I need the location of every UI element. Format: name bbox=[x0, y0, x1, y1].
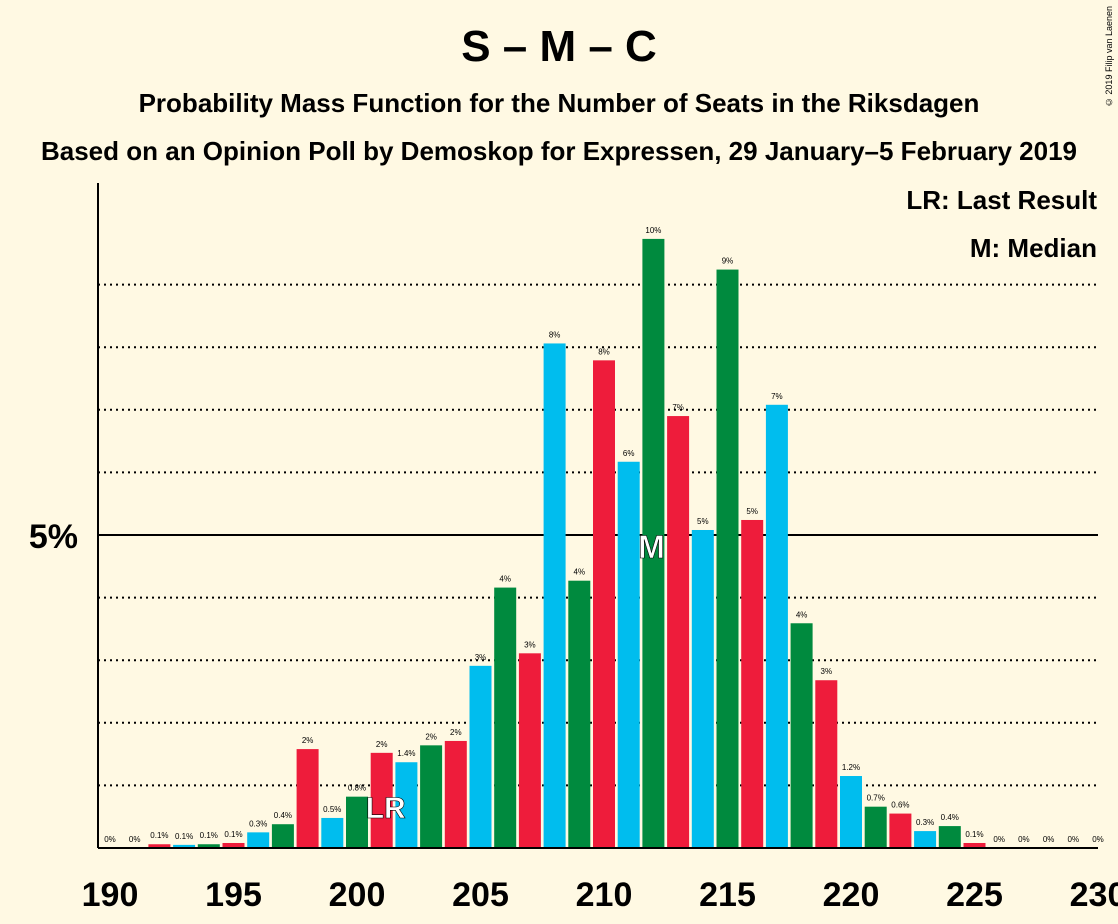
bar-seat-197 bbox=[271, 824, 294, 848]
bar-label-seat-201: 2% bbox=[376, 740, 388, 749]
bar-seat-203 bbox=[420, 745, 443, 848]
x-tick-label-190: 190 bbox=[82, 876, 139, 914]
bar-seat-199 bbox=[321, 817, 344, 848]
x-tick-label-205: 205 bbox=[452, 876, 509, 914]
bar-seat-198 bbox=[296, 749, 319, 848]
x-tick-label-225: 225 bbox=[946, 876, 1003, 914]
bar-seat-224 bbox=[938, 826, 961, 848]
bar-label-seat-224: 0.4% bbox=[941, 813, 959, 822]
bar-seat-211 bbox=[617, 461, 640, 848]
bar-label-seat-228: 0% bbox=[1043, 835, 1055, 844]
bar-label-seat-221: 0.7% bbox=[867, 794, 885, 803]
bar-seat-194 bbox=[197, 844, 220, 848]
legend-last-result: LR: Last Result bbox=[906, 185, 1097, 215]
bar-label-seat-213: 7% bbox=[672, 403, 684, 412]
bar-seat-204 bbox=[444, 740, 467, 848]
bar-label-seat-223: 0.3% bbox=[916, 818, 934, 827]
bar-label-seat-227: 0% bbox=[1018, 835, 1030, 844]
bars bbox=[148, 238, 986, 849]
x-tick-label-195: 195 bbox=[205, 876, 262, 914]
bar-seat-218 bbox=[790, 623, 813, 848]
bar-label-seat-192: 0.1% bbox=[150, 831, 168, 840]
bar-seat-207 bbox=[518, 653, 541, 848]
bar-seat-225 bbox=[963, 842, 986, 848]
bar-label-seat-205: 3% bbox=[475, 653, 487, 662]
bar-seat-220 bbox=[840, 776, 862, 848]
bar-label-seat-217: 7% bbox=[771, 392, 783, 401]
legend-median: M: Median bbox=[970, 233, 1097, 263]
bar-seat-219 bbox=[815, 680, 838, 848]
bar-seat-205 bbox=[469, 665, 492, 848]
bar-seat-208 bbox=[543, 343, 566, 848]
bar-label-seat-195: 0.1% bbox=[224, 830, 242, 839]
bar-seat-195 bbox=[222, 842, 245, 848]
bar-label-seat-193: 0.1% bbox=[175, 832, 193, 841]
bar-seat-202 bbox=[395, 762, 418, 848]
bar-seat-217 bbox=[765, 404, 788, 848]
axes: 5% 190 195 200 205 210 215 220 225 230 bbox=[29, 183, 1118, 914]
bar-label-seat-194: 0.1% bbox=[200, 831, 218, 840]
bar-label-seat-222: 0.6% bbox=[891, 801, 909, 810]
bar-value-labels: 0% 0% 0.1% 0.1% 0.1% 0.1% 0.3% 0.4% 2% 0.5% 0.8% 2%… bbox=[104, 226, 1104, 844]
bar-label-seat-191: 0% bbox=[129, 835, 141, 844]
bar-label-seat-209: 4% bbox=[574, 568, 586, 577]
bar-seat-192 bbox=[148, 844, 171, 848]
bar-label-seat-198: 2% bbox=[302, 736, 314, 745]
bar-seat-215 bbox=[716, 269, 739, 848]
bar-label-seat-226: 0% bbox=[993, 835, 1005, 844]
bar-seat-223 bbox=[914, 831, 937, 848]
bar-seat-213 bbox=[667, 416, 690, 848]
bar-seat-196 bbox=[247, 832, 270, 848]
bar-seat-193 bbox=[173, 844, 196, 848]
bar-label-seat-199: 0.5% bbox=[323, 805, 341, 814]
bar-seat-214 bbox=[691, 529, 714, 848]
bar-seat-216 bbox=[741, 519, 764, 848]
x-tick-label-200: 200 bbox=[329, 876, 386, 914]
chart-subtitle: Probability Mass Function for the Number… bbox=[138, 88, 980, 118]
bar-label-seat-210: 8% bbox=[598, 347, 610, 356]
bar-label-seat-211: 6% bbox=[623, 449, 635, 458]
bar-label-seat-207: 3% bbox=[524, 640, 536, 649]
bar-label-seat-202: 1.4% bbox=[397, 749, 415, 758]
last-result-marker: LR bbox=[366, 792, 406, 825]
bar-seat-201 bbox=[370, 752, 393, 848]
bar-label-seat-219: 3% bbox=[821, 667, 833, 676]
bar-label-seat-218: 4% bbox=[796, 610, 808, 619]
x-tick-label-230: 230 bbox=[1070, 876, 1118, 914]
x-tick-label-220: 220 bbox=[823, 876, 880, 914]
bar-seat-221 bbox=[864, 806, 887, 848]
bar-label-seat-200: 0.8% bbox=[348, 784, 366, 793]
median-marker: M bbox=[638, 529, 665, 565]
bar-label-seat-212: 10% bbox=[645, 226, 661, 235]
bar-label-seat-225: 0.1% bbox=[965, 830, 983, 839]
bar-label-seat-216: 5% bbox=[746, 507, 758, 516]
bar-seat-210 bbox=[593, 360, 615, 848]
bar-label-seat-203: 2% bbox=[425, 732, 437, 741]
bar-seat-200 bbox=[346, 796, 368, 848]
y-tick-label: 5% bbox=[29, 518, 78, 556]
bar-label-seat-206: 4% bbox=[499, 575, 511, 584]
bar-label-seat-220: 1.2% bbox=[842, 763, 860, 772]
bar-seat-209 bbox=[568, 580, 591, 848]
bar-seat-212 bbox=[642, 238, 665, 849]
bar-label-seat-204: 2% bbox=[450, 728, 462, 737]
bar-seat-222 bbox=[889, 813, 912, 848]
chart-title: S – M – C bbox=[461, 22, 657, 71]
bar-seat-206 bbox=[494, 587, 517, 848]
x-tick-label-215: 215 bbox=[699, 876, 756, 914]
bar-label-seat-190: 0% bbox=[104, 835, 116, 844]
bar-label-seat-197: 0.4% bbox=[274, 811, 292, 820]
bar-label-seat-196: 0.3% bbox=[249, 819, 267, 828]
x-tick-label-210: 210 bbox=[576, 876, 633, 914]
bar-label-seat-214: 5% bbox=[697, 517, 709, 526]
bar-label-seat-230: 0% bbox=[1092, 835, 1104, 844]
chart-subtitle-poll: Based on an Opinion Poll by Demoskop for… bbox=[40, 136, 1078, 166]
bar-label-seat-229: 0% bbox=[1068, 835, 1080, 844]
bar-label-seat-208: 8% bbox=[549, 330, 561, 339]
bar-label-seat-215: 9% bbox=[722, 257, 734, 266]
